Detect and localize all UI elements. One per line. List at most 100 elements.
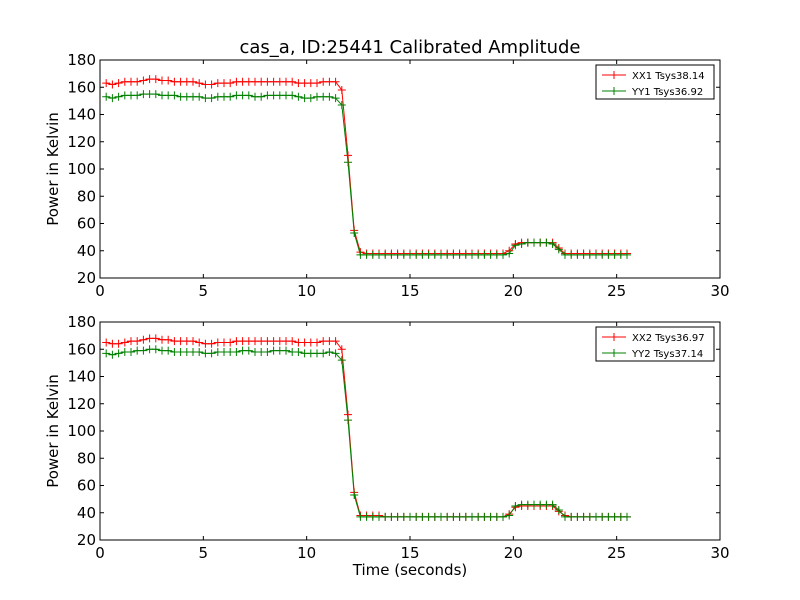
- data-point: [151, 75, 160, 84]
- data-point: [548, 500, 557, 509]
- y-tick-label: 140: [67, 368, 96, 386]
- data-point: [133, 77, 142, 86]
- y-tick-label: 160: [67, 340, 96, 358]
- data-point: [505, 249, 514, 258]
- data-point: [102, 79, 111, 88]
- data-point: [102, 349, 111, 358]
- data-point: [306, 94, 315, 103]
- data-point: [548, 239, 557, 248]
- data-point: [139, 335, 148, 344]
- data-point: [226, 79, 235, 88]
- legend-entry: XX1 Tsys38.14: [632, 71, 705, 82]
- y-tick-label: 180: [67, 313, 96, 331]
- data-point: [623, 512, 631, 521]
- y-tick-label: 40: [77, 242, 96, 260]
- data-point: [263, 347, 272, 356]
- data-point: [133, 337, 142, 346]
- x-tick-label: 5: [199, 282, 209, 300]
- data-point: [108, 80, 117, 89]
- data-point: [331, 77, 340, 86]
- data-point: [226, 338, 235, 347]
- data-point: [170, 91, 179, 100]
- data-point: [337, 100, 346, 109]
- x-tick-label: 15: [400, 282, 419, 300]
- legend: XX1 Tsys38.14 YY1 Tsys36.92: [595, 64, 715, 100]
- data-point: [102, 338, 111, 347]
- data-point: [189, 77, 197, 86]
- data-point: [511, 501, 520, 510]
- data-point: [127, 347, 135, 356]
- data-point: [337, 345, 346, 354]
- data-point: [331, 94, 340, 103]
- data-point: [288, 91, 297, 100]
- data-point: [207, 94, 216, 103]
- data-point: [499, 512, 507, 521]
- legend-entry: YY2 Tsys37.14: [631, 349, 703, 360]
- data-point: [207, 339, 216, 348]
- data-point: [114, 349, 123, 358]
- data-point: [226, 92, 235, 101]
- data-point: [313, 79, 321, 88]
- x-axis-label: Time (seconds): [352, 561, 468, 579]
- y-tick-label: 140: [67, 106, 96, 124]
- plot-panel-1: 0 5 10 15 20 25 30 20 40 60 80 100 120 140 160 180 Power…: [44, 51, 730, 300]
- data-point: [294, 347, 303, 356]
- data-point: [337, 356, 346, 365]
- x-tick-label: 0: [95, 282, 105, 300]
- data-point: [288, 337, 297, 346]
- data-point: [350, 229, 359, 238]
- data-point: [337, 85, 346, 94]
- x-tick-label: 25: [607, 282, 626, 300]
- data-point: [344, 416, 352, 425]
- y-tick-label: 100: [67, 422, 96, 440]
- y-axis-label: Power in Kelvin: [44, 112, 62, 226]
- y-tick-label: 60: [77, 477, 96, 495]
- data-point: [344, 158, 352, 167]
- y-tick-label: 80: [77, 449, 96, 467]
- y-tick-label: 160: [67, 78, 96, 96]
- data-point: [120, 338, 129, 347]
- data-point: [542, 238, 551, 247]
- y-tick-label: 40: [77, 504, 96, 522]
- legend-marker: [610, 87, 618, 95]
- y-axis-label: Power in Kelvin: [44, 374, 62, 488]
- data-point: [244, 91, 253, 100]
- data-point: [151, 334, 160, 343]
- data-point: [207, 80, 216, 89]
- data-point: [102, 92, 111, 101]
- data-point: [114, 79, 123, 88]
- data-point: [499, 250, 507, 259]
- data-point: [133, 91, 142, 100]
- data-point: [232, 347, 241, 356]
- x-tick-label: 20: [504, 544, 523, 562]
- data-point: [195, 92, 204, 101]
- y-tick-label: 120: [67, 395, 96, 413]
- legend-marker: [610, 333, 618, 341]
- data-point: [282, 346, 290, 355]
- data-point: [319, 349, 328, 358]
- data-point: [623, 250, 631, 259]
- data-point: [195, 79, 204, 88]
- data-point: [108, 350, 117, 359]
- legend-entry: YY1 Tsys36.92: [631, 87, 703, 98]
- data-point: [108, 94, 117, 103]
- y-tick-label: 60: [77, 215, 96, 233]
- x-tick-label: 30: [710, 282, 729, 300]
- data-point: [350, 491, 359, 500]
- data-point: [554, 245, 563, 254]
- data-point: [313, 338, 321, 347]
- legend-marker: [610, 71, 618, 79]
- data-point: [511, 241, 520, 250]
- y-tick-label: 20: [77, 269, 96, 287]
- data-point: [257, 92, 266, 101]
- x-tick-label: 10: [297, 544, 316, 562]
- legend-entry: XX2 Tsys36.97: [632, 333, 705, 344]
- legend-box: [595, 64, 715, 100]
- data-point: [331, 349, 340, 358]
- data-point: [554, 506, 563, 515]
- x-tick-label: 10: [297, 282, 316, 300]
- x-tick-label: 15: [400, 544, 419, 562]
- data-point: [189, 337, 197, 346]
- data-point: [195, 338, 204, 347]
